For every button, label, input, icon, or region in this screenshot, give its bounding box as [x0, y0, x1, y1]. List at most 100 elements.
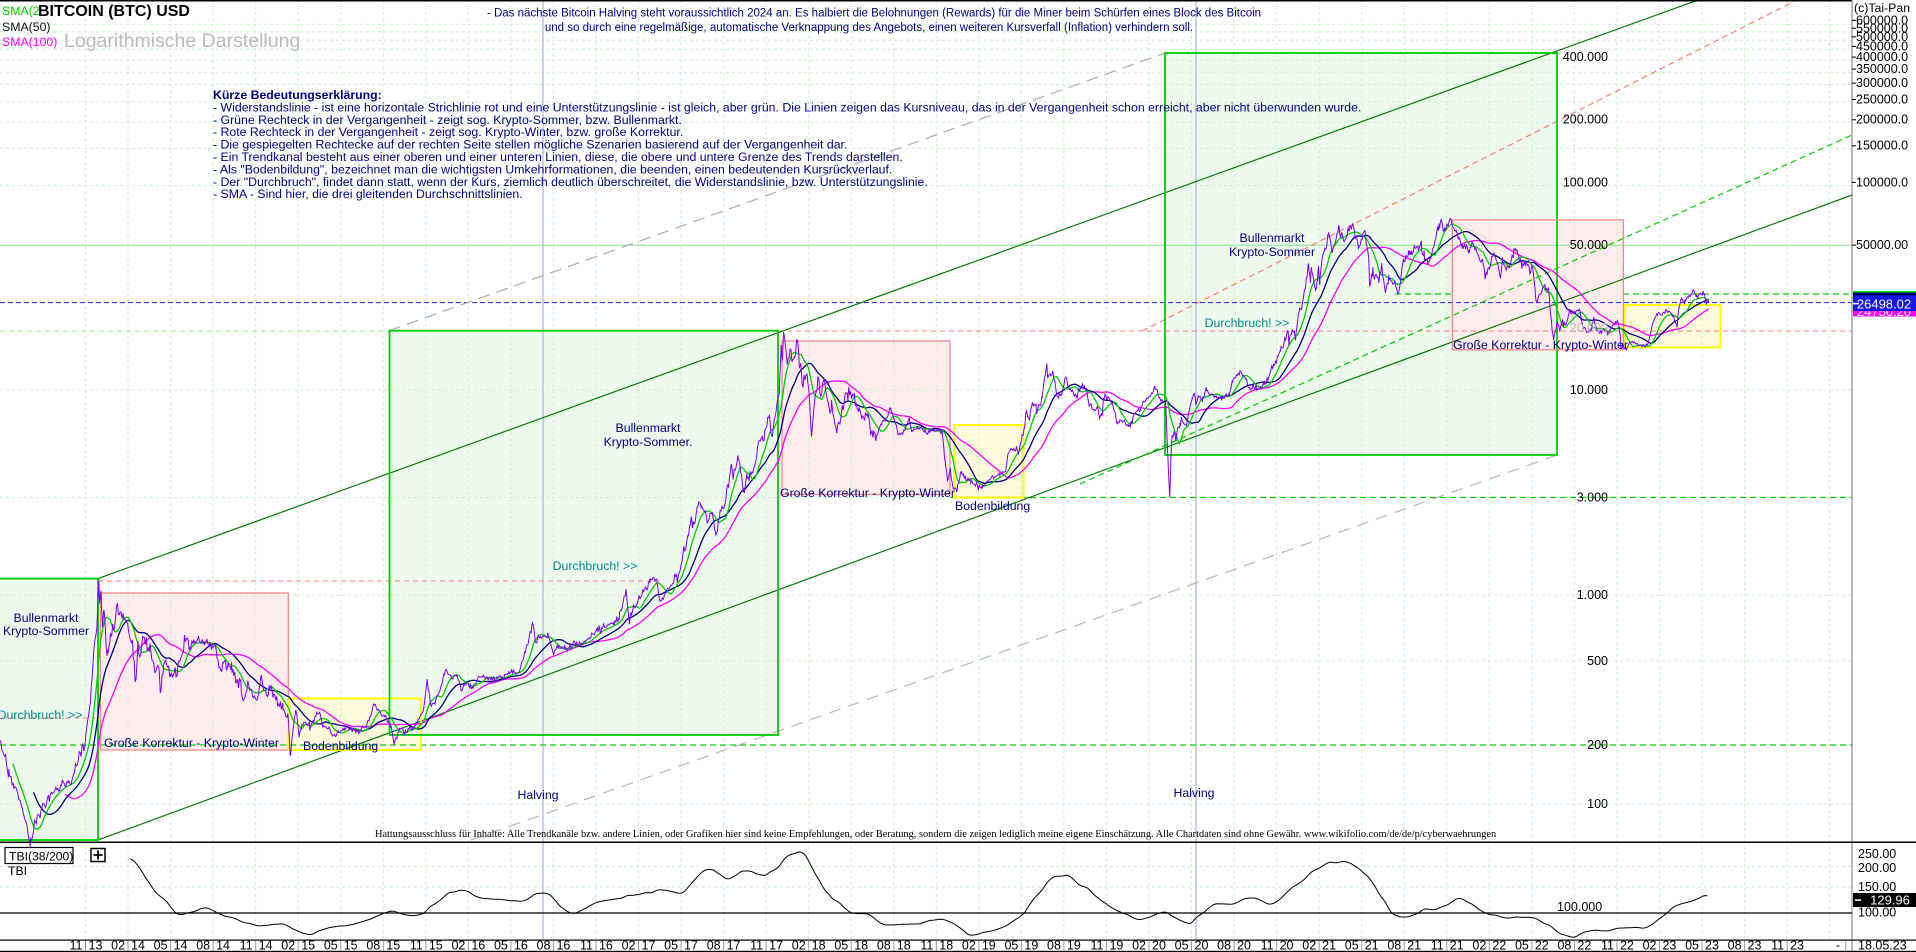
svg-text:200.000: 200.000: [1563, 113, 1608, 127]
svg-text:17: 17: [727, 939, 741, 952]
svg-text:19: 19: [1067, 939, 1081, 952]
svg-text:- Grüne Rechteck in der Vergan: - Grüne Rechteck in der Vergangenheit - …: [213, 113, 682, 127]
svg-text:Große Korrektur - Krypto-Winte: Große Korrektur - Krypto-Winter: [780, 486, 955, 500]
svg-text:08: 08: [1557, 939, 1571, 952]
svg-text:23: 23: [1705, 939, 1719, 952]
svg-text:11: 11: [1261, 939, 1274, 952]
svg-text:08: 08: [537, 939, 551, 952]
svg-text:Bodenbildung: Bodenbildung: [955, 499, 1030, 513]
svg-text:150000.0: 150000.0: [1856, 139, 1908, 153]
svg-text:02: 02: [622, 939, 636, 952]
svg-text:19: 19: [982, 939, 996, 952]
svg-text:23: 23: [1790, 939, 1804, 952]
svg-text:11: 11: [240, 939, 253, 952]
svg-text:11: 11: [1431, 939, 1444, 952]
svg-text:- Der "Durchbruch", findet dan: - Der "Durchbruch", findet dann statt, w…: [213, 175, 928, 189]
svg-text:14: 14: [216, 939, 230, 952]
svg-text:200.00: 200.00: [1858, 861, 1896, 875]
svg-text:14: 14: [259, 939, 273, 952]
svg-text:SMA(100): SMA(100): [2, 35, 57, 49]
svg-text:50.000: 50.000: [1570, 238, 1608, 252]
svg-text:450000.0: 450000.0: [1856, 39, 1908, 53]
svg-text:200000.0: 200000.0: [1856, 113, 1908, 127]
svg-text:23: 23: [1748, 939, 1762, 952]
svg-text:SMA(50): SMA(50): [2, 20, 51, 34]
svg-text:129.96: 129.96: [1870, 893, 1910, 908]
svg-text:14: 14: [174, 939, 188, 952]
svg-text:Bullenmarkt: Bullenmarkt: [14, 611, 80, 625]
svg-text:400000.0: 400000.0: [1856, 50, 1908, 64]
svg-text:-: -: [1836, 939, 1840, 952]
svg-text:15: 15: [386, 939, 400, 952]
svg-text:Krypto-Sommer: Krypto-Sommer: [1229, 245, 1315, 259]
svg-text:11: 11: [1601, 939, 1614, 952]
svg-text:16: 16: [471, 939, 485, 952]
svg-text:Große Korrektur - Krypto-Winte: Große Korrektur - Krypto-Winter: [1453, 338, 1628, 352]
svg-text:und so durch eine regelmäßige,: und so durch eine regelmäßige, automatis…: [545, 22, 1193, 34]
svg-text:20: 20: [1195, 939, 1209, 952]
svg-text:20: 20: [1237, 939, 1251, 952]
svg-text:150.00: 150.00: [1858, 880, 1896, 894]
svg-text:26498.02: 26498.02: [1857, 297, 1911, 312]
svg-text:02: 02: [1472, 939, 1486, 952]
svg-text:11: 11: [70, 939, 83, 952]
svg-text:19: 19: [1109, 939, 1123, 952]
svg-text:Krypto-Sommer.: Krypto-Sommer.: [604, 435, 693, 449]
svg-text:100.000: 100.000: [1557, 900, 1602, 914]
svg-text:3.000: 3.000: [1577, 491, 1608, 505]
svg-text:02: 02: [1132, 939, 1146, 952]
svg-text:Kürze Bedeutungserklärung:: Kürze Bedeutungserklärung:: [213, 88, 382, 102]
svg-text:08: 08: [1387, 939, 1401, 952]
svg-text:- SMA - Sind hier, die drei gl: - SMA - Sind hier, die drei gleitenden D…: [213, 187, 523, 201]
svg-text:15: 15: [344, 939, 358, 952]
svg-text:500: 500: [1587, 654, 1608, 668]
svg-text:05: 05: [1515, 939, 1529, 952]
svg-text:14: 14: [131, 939, 145, 952]
svg-text:Logarithmische Darstellung: Logarithmische Darstellung: [64, 30, 300, 52]
svg-text:Durchbruch! >>: Durchbruch! >>: [553, 559, 638, 573]
svg-text:17: 17: [642, 939, 656, 952]
svg-text:08: 08: [707, 939, 721, 952]
svg-text:08: 08: [1217, 939, 1231, 952]
svg-text:1.000: 1.000: [1577, 588, 1608, 602]
svg-text:02: 02: [451, 939, 465, 952]
svg-text:19: 19: [1024, 939, 1038, 952]
svg-text:05: 05: [1004, 939, 1018, 952]
svg-text:21: 21: [1322, 939, 1336, 952]
svg-text:Krypto-Sommer: Krypto-Sommer: [3, 624, 89, 638]
svg-text:- Das nächste Bitcoin Halving: - Das nächste Bitcoin Halving steht vora…: [487, 8, 1261, 20]
svg-text:Bullenmarkt: Bullenmarkt: [616, 421, 682, 435]
svg-text:13: 13: [89, 939, 103, 952]
svg-text:- Widerstandslinie - ist eine: - Widerstandslinie - ist eine horizontal…: [213, 100, 1361, 114]
svg-text:11: 11: [750, 939, 763, 952]
svg-text:08: 08: [877, 939, 891, 952]
svg-text:05: 05: [494, 939, 508, 952]
svg-text:08: 08: [1728, 939, 1742, 952]
svg-text:16: 16: [599, 939, 613, 952]
svg-text:02: 02: [281, 939, 295, 952]
svg-text:23: 23: [1662, 939, 1676, 952]
svg-text:11: 11: [1090, 939, 1103, 952]
svg-text:Halving: Halving: [1173, 786, 1214, 800]
svg-text:18: 18: [854, 939, 868, 952]
svg-text:05: 05: [1685, 939, 1699, 952]
svg-text:100000.0: 100000.0: [1856, 175, 1908, 189]
svg-text:08: 08: [1047, 939, 1061, 952]
svg-text:21: 21: [1365, 939, 1379, 952]
svg-text:02: 02: [1643, 939, 1657, 952]
svg-text:250000.0: 250000.0: [1856, 93, 1908, 107]
svg-text:08: 08: [196, 939, 210, 952]
svg-text:Große Korrektur - Krypto-Winte: Große Korrektur - Krypto-Winter: [104, 736, 279, 750]
svg-text:SMA(2: SMA(2: [2, 4, 40, 18]
svg-text:22: 22: [1492, 939, 1506, 952]
svg-text:17: 17: [769, 939, 783, 952]
svg-text:Bodenbildung: Bodenbildung: [303, 739, 378, 753]
svg-text:16: 16: [514, 939, 528, 952]
svg-text:(c)Tai-Pan: (c)Tai-Pan: [1854, 1, 1910, 15]
svg-text:05: 05: [664, 939, 678, 952]
svg-text:250.00: 250.00: [1858, 847, 1896, 861]
svg-text:11: 11: [920, 939, 933, 952]
svg-text:05: 05: [834, 939, 848, 952]
svg-text:Bullenmarkt: Bullenmarkt: [1240, 231, 1306, 245]
svg-text:100: 100: [1587, 797, 1608, 811]
